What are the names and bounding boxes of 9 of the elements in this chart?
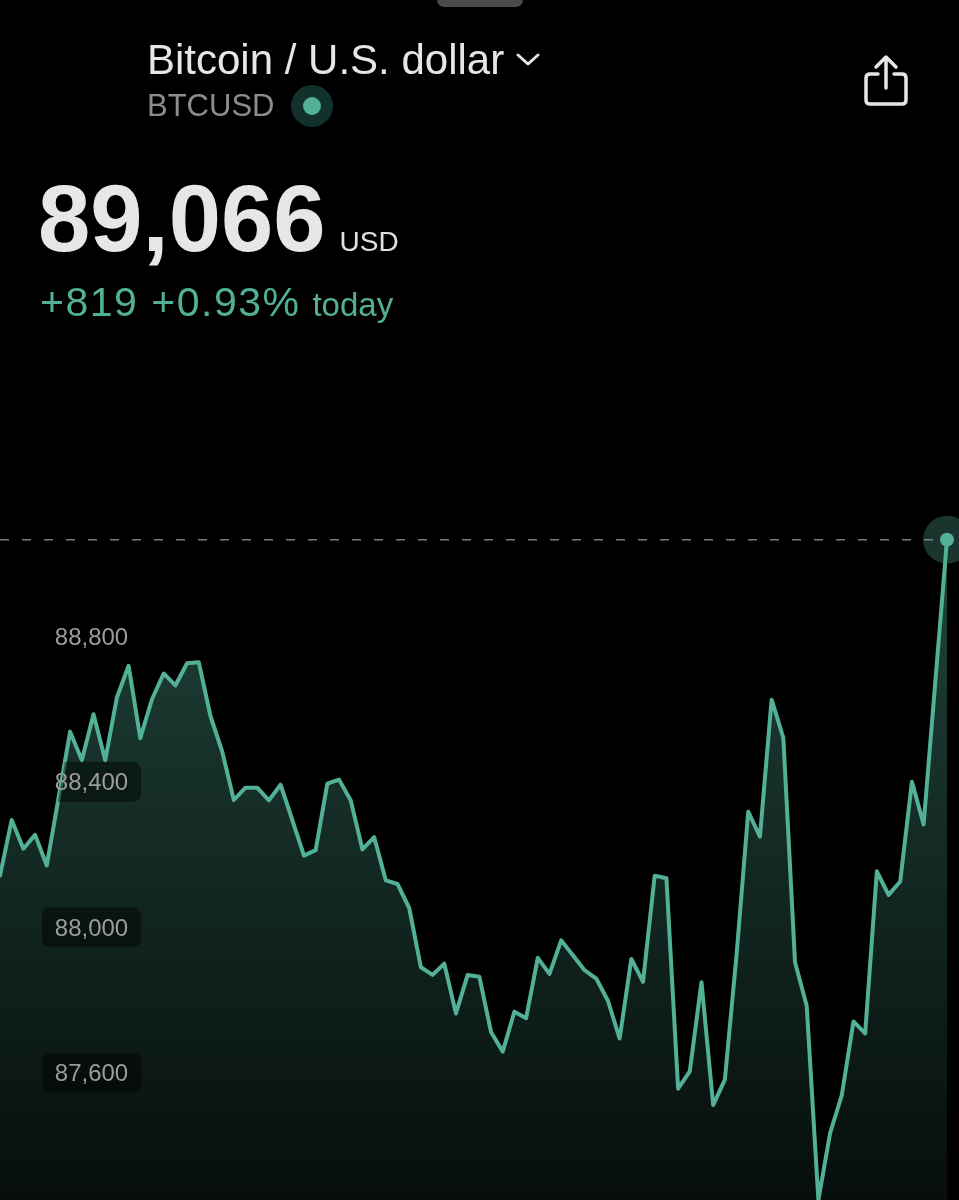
y-tick-label: 88,800 <box>54 622 129 650</box>
y-tick-label: 88,000 <box>54 913 129 941</box>
text: Bitcoin / U.S. dollar <box>147 36 505 83</box>
annotation: 89,066 <box>38 166 326 271</box>
annotation: +819 +0.93% <box>40 279 301 325</box>
y-tick-label: 87,600 <box>54 1059 129 1087</box>
annotation: USD <box>339 226 399 257</box>
text: BTCUSD <box>147 87 275 125</box>
annotation: today <box>312 286 394 324</box>
